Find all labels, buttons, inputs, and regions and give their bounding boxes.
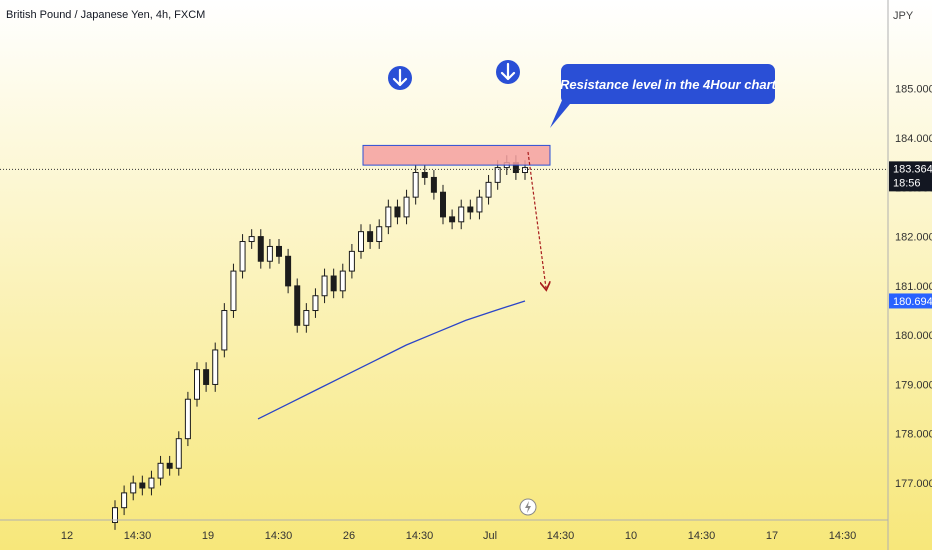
- price-badge: 183.364 18:56: [889, 161, 932, 192]
- callout-pointer: [550, 98, 575, 128]
- candle: [467, 199, 474, 220]
- candle: [203, 362, 210, 392]
- countdown-label: 18:56: [893, 177, 921, 189]
- ma-badge: 180.694: [889, 293, 932, 309]
- bolt-icon[interactable]: [519, 498, 537, 516]
- candle: [440, 184, 446, 225]
- candle: [130, 475, 137, 501]
- candle: [112, 500, 118, 530]
- chart-title: British Pound / Japanese Yen, 4h, FXCM: [6, 9, 206, 21]
- candle: [385, 199, 392, 235]
- candle: [367, 224, 374, 249]
- x-tick-label: 10: [625, 530, 637, 542]
- candle: [194, 362, 200, 407]
- candle: [476, 189, 483, 220]
- candle: [157, 455, 164, 486]
- x-axis: 12 14:30 19 14:30 26 14:30 Jul 14:30 10 14:30 17 14…: [61, 530, 856, 542]
- candle: [376, 219, 383, 249]
- candle: [412, 165, 419, 205]
- y-tick-label: 178.000: [895, 429, 932, 441]
- candle: [166, 455, 173, 476]
- candle: [421, 165, 428, 185]
- x-tick-label: 14:30: [688, 530, 716, 542]
- candle: [358, 224, 364, 259]
- candle: [184, 391, 191, 447]
- current-price-label: 183.364: [893, 163, 932, 175]
- resistance-callout: Resistance level in the 4Hour chart: [560, 64, 776, 104]
- candle: [303, 303, 310, 333]
- candle: [248, 229, 255, 249]
- candle: [257, 229, 264, 269]
- currency-label: JPY: [893, 10, 914, 22]
- y-tick-label: 180.000: [895, 330, 932, 342]
- y-tick-label: 177.000: [895, 478, 932, 490]
- x-tick-label: Jul: [483, 530, 497, 542]
- x-tick-label: 14:30: [829, 530, 857, 542]
- y-tick-label: 182.000: [895, 232, 932, 244]
- x-tick-label: 14:30: [406, 530, 434, 542]
- candle: [449, 209, 456, 230]
- candle: [321, 268, 328, 304]
- candle: [230, 263, 237, 318]
- candle: [276, 239, 282, 264]
- y-axis: 177.000 178.000 179.000 180.000 181.000 182.0…: [895, 84, 932, 490]
- x-tick-label: 17: [766, 530, 778, 542]
- y-tick-label: 185.000: [895, 84, 932, 96]
- x-tick-label: 26: [343, 530, 355, 542]
- candle: [221, 303, 228, 358]
- x-tick-label: 12: [61, 530, 73, 542]
- candle: [458, 199, 465, 230]
- x-tick-label: 14:30: [265, 530, 293, 542]
- resistance-zone[interactable]: [362, 144, 551, 166]
- candle: [403, 189, 410, 225]
- moving-average-label: 180.694: [893, 296, 932, 308]
- down-arrow-icon: [496, 60, 520, 84]
- candle: [485, 174, 492, 205]
- candle: [394, 199, 401, 225]
- x-tick-label: 19: [202, 530, 214, 542]
- candle: [266, 239, 273, 269]
- y-tick-label: 184.000: [895, 133, 932, 145]
- x-tick-label: 14:30: [124, 530, 152, 542]
- candle: [285, 248, 292, 294]
- candle: [239, 234, 246, 279]
- y-tick-label: 179.000: [895, 379, 932, 391]
- candle: [139, 475, 146, 496]
- candle: [212, 342, 219, 392]
- candle: [430, 170, 437, 200]
- x-tick-label: 14:30: [547, 530, 575, 542]
- projection-arrow: [527, 151, 546, 288]
- candle: [294, 278, 301, 333]
- candle: [121, 485, 128, 516]
- down-arrow-icon: [388, 66, 412, 90]
- candle: [148, 470, 155, 496]
- candle: [175, 431, 182, 476]
- candle: [348, 243, 355, 279]
- candle: [339, 263, 346, 299]
- candle: [330, 268, 337, 299]
- candle: [312, 288, 319, 318]
- y-tick-label: 181.000: [895, 281, 932, 293]
- moving-average-line: [257, 300, 526, 420]
